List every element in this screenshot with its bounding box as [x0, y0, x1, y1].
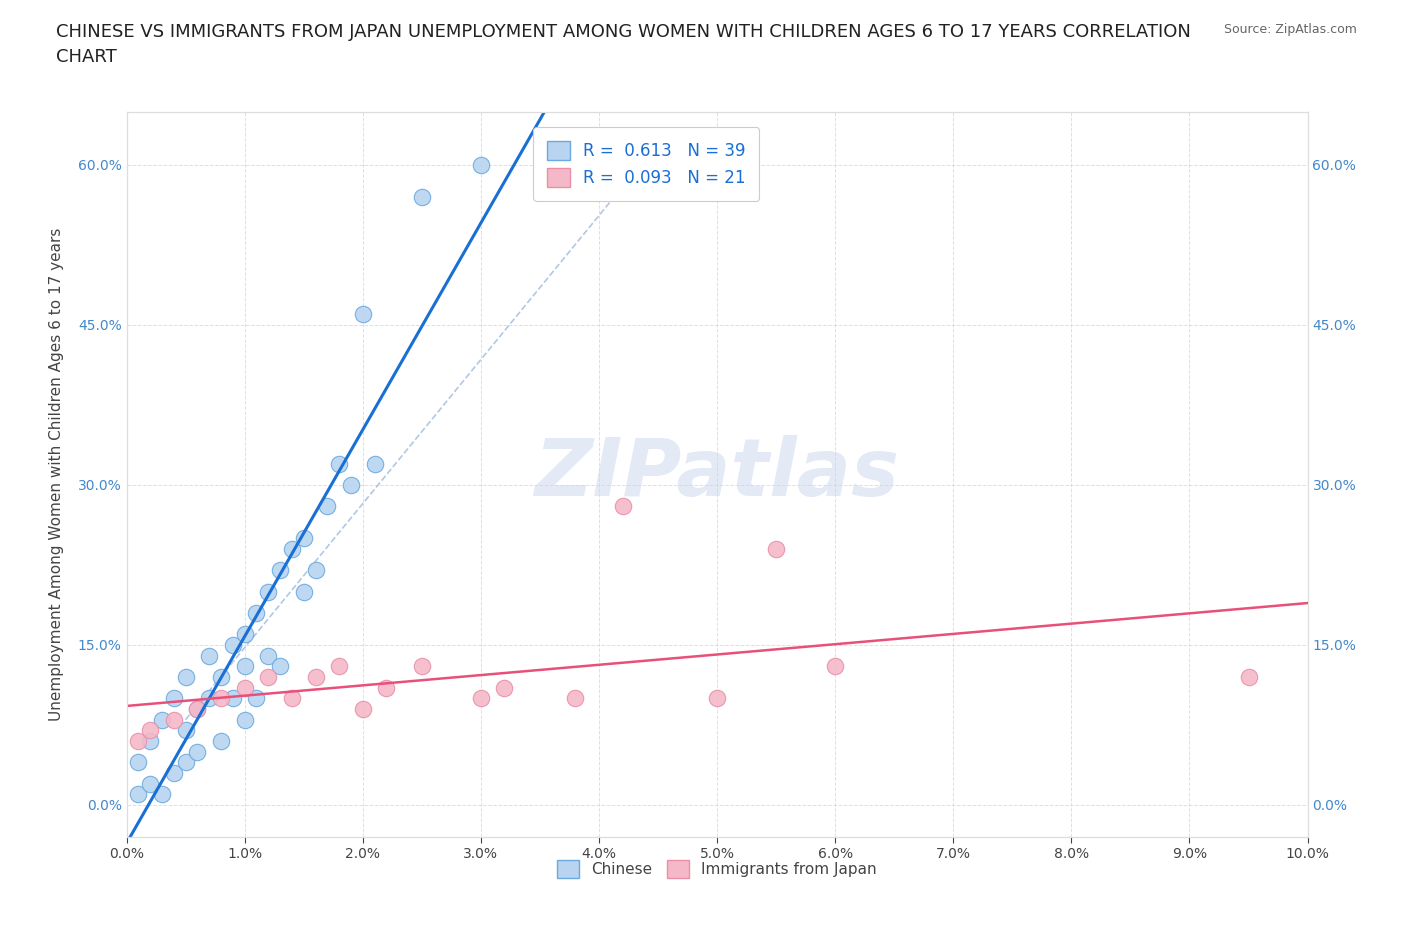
- Point: [328, 658, 350, 673]
- Point: [612, 498, 634, 513]
- Point: [198, 648, 221, 663]
- Point: [233, 712, 256, 727]
- Point: [292, 584, 315, 599]
- Point: [269, 658, 291, 673]
- Point: [494, 680, 516, 695]
- Point: [824, 658, 846, 673]
- Point: [292, 531, 315, 546]
- Point: [706, 691, 728, 706]
- Point: [245, 605, 267, 620]
- Point: [139, 734, 162, 749]
- Point: [163, 765, 186, 780]
- Point: [163, 691, 186, 706]
- Point: [411, 658, 433, 673]
- Point: [281, 691, 304, 706]
- Point: [1237, 670, 1260, 684]
- Point: [150, 712, 173, 727]
- Point: [765, 541, 787, 556]
- Point: [245, 691, 267, 706]
- Point: [127, 787, 149, 802]
- Point: [564, 691, 586, 706]
- Point: [209, 670, 232, 684]
- Point: [174, 723, 197, 737]
- Point: [233, 680, 256, 695]
- Point: [222, 691, 245, 706]
- Point: [233, 658, 256, 673]
- Point: [470, 157, 492, 172]
- Point: [281, 541, 304, 556]
- Point: [257, 584, 280, 599]
- Point: [375, 680, 398, 695]
- Y-axis label: Unemployment Among Women with Children Ages 6 to 17 years: Unemployment Among Women with Children A…: [49, 228, 63, 721]
- Point: [352, 307, 374, 322]
- Point: [340, 477, 363, 492]
- Point: [174, 670, 197, 684]
- Point: [139, 723, 162, 737]
- Point: [222, 638, 245, 653]
- Text: Source: ZipAtlas.com: Source: ZipAtlas.com: [1223, 23, 1357, 36]
- Point: [411, 190, 433, 205]
- Point: [174, 755, 197, 770]
- Text: CHINESE VS IMMIGRANTS FROM JAPAN UNEMPLOYMENT AMONG WOMEN WITH CHILDREN AGES 6 T: CHINESE VS IMMIGRANTS FROM JAPAN UNEMPLO…: [56, 23, 1191, 66]
- Point: [150, 787, 173, 802]
- Point: [269, 563, 291, 578]
- Point: [186, 701, 208, 716]
- Point: [363, 457, 385, 472]
- Point: [257, 670, 280, 684]
- Legend: Chinese, Immigrants from Japan: Chinese, Immigrants from Japan: [551, 854, 883, 883]
- Text: ZIPatlas: ZIPatlas: [534, 435, 900, 513]
- Point: [163, 712, 186, 727]
- Point: [316, 498, 339, 513]
- Point: [304, 563, 326, 578]
- Point: [198, 691, 221, 706]
- Point: [127, 734, 149, 749]
- Point: [257, 648, 280, 663]
- Point: [304, 670, 326, 684]
- Point: [186, 744, 208, 759]
- Point: [209, 734, 232, 749]
- Point: [233, 627, 256, 642]
- Point: [186, 701, 208, 716]
- Point: [470, 691, 492, 706]
- Point: [328, 457, 350, 472]
- Point: [352, 701, 374, 716]
- Point: [209, 691, 232, 706]
- Point: [127, 755, 149, 770]
- Point: [139, 777, 162, 791]
